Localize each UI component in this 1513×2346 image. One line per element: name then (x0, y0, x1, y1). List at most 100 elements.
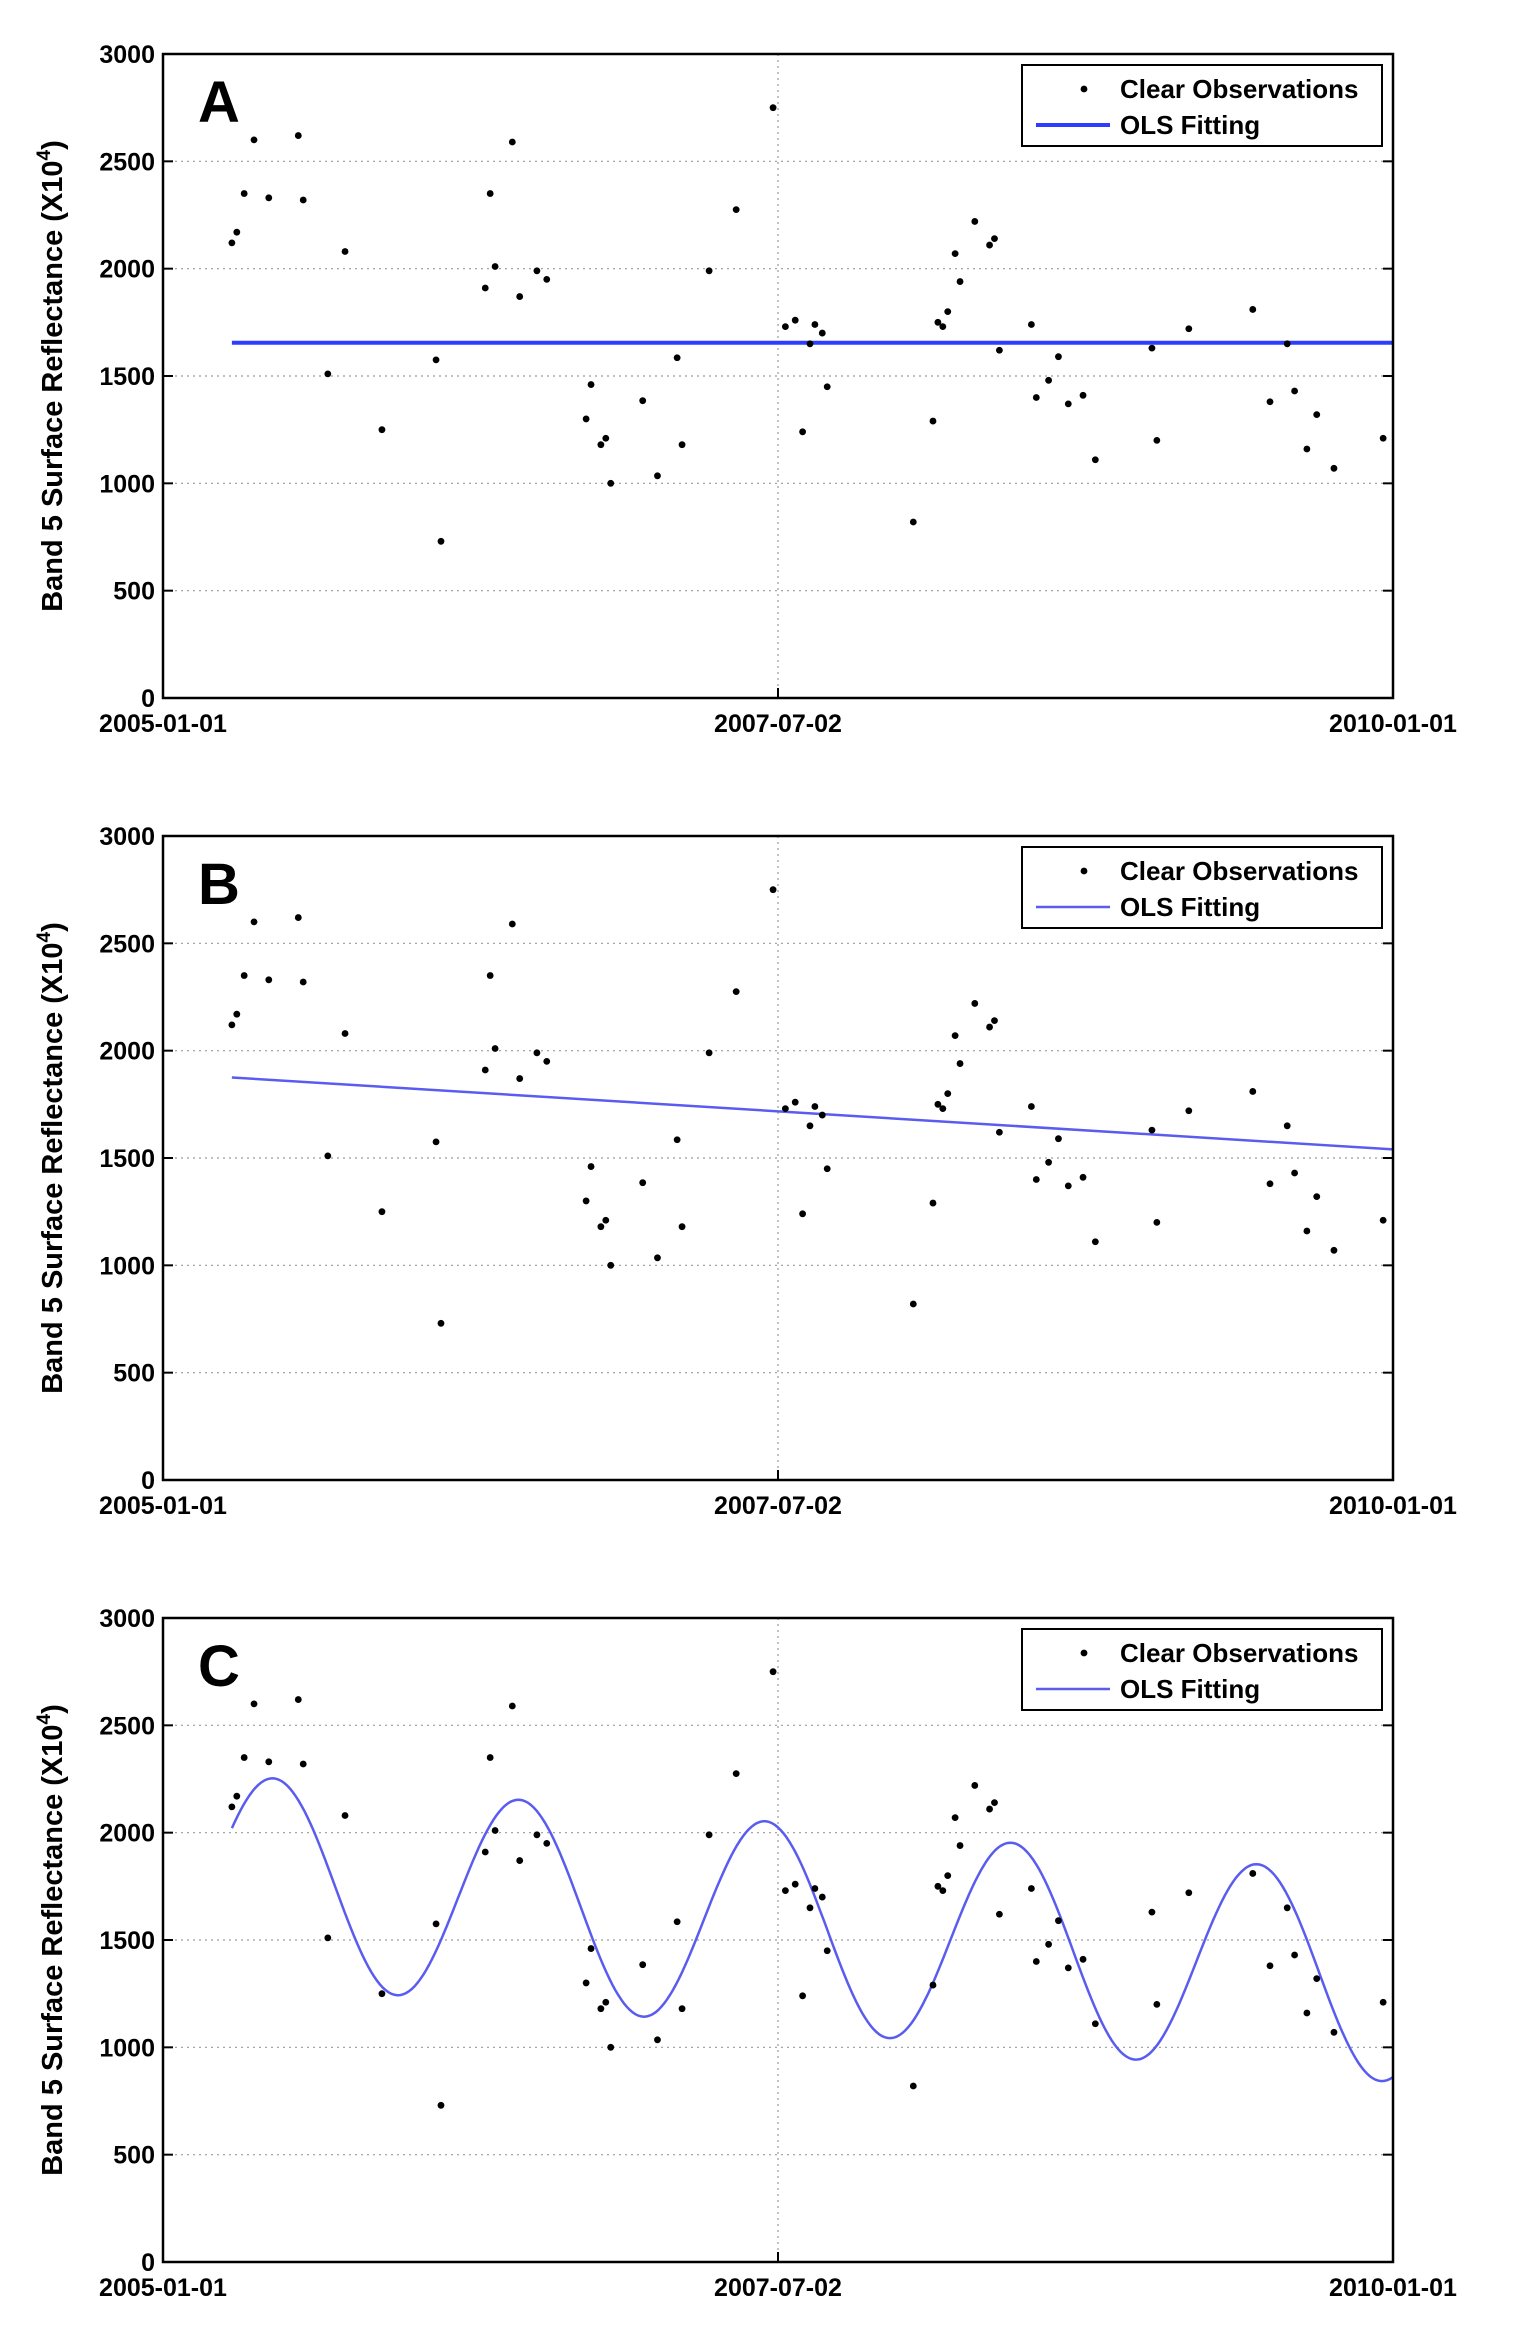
observation-point (806, 1122, 814, 1130)
legend-label-fit: OLS Fitting (1120, 1674, 1260, 1704)
observation-point (705, 1831, 713, 1839)
observation-point (791, 1880, 799, 1888)
observation-point (1027, 321, 1035, 328)
observation-point (1266, 398, 1274, 406)
chart-panel-b: 0 500 1000 1500 2000 2500 3000 2005-01-01 2007-0… (34, 823, 1457, 1520)
observation-point (486, 1754, 494, 1761)
observation-point (250, 918, 258, 926)
observation-point (705, 1049, 713, 1057)
observation-point (597, 2005, 605, 2013)
observation-point (607, 1261, 615, 1269)
observation-point (602, 434, 610, 442)
observation-point (533, 1831, 541, 1839)
observation-point (1303, 1227, 1311, 1235)
observation-point (934, 1100, 942, 1108)
observation-point (1079, 1173, 1087, 1181)
y-axis-title: Band 5 Surface Reflectance (X104) (34, 922, 69, 1394)
observation-point (986, 1805, 993, 1813)
observation-point (799, 1992, 806, 2000)
y-tick-label: 2000 (99, 1820, 155, 1848)
y-tick-label: 2500 (99, 930, 155, 958)
observation-point (233, 228, 241, 236)
observation-point (481, 1066, 489, 1074)
observation-point (939, 323, 947, 331)
observation-point (1291, 387, 1298, 395)
x-tick-label: 2010-01-01 (1329, 1492, 1457, 1520)
observation-point (1148, 1908, 1156, 1916)
observation-point (432, 356, 440, 364)
panel-c: 0 500 1000 1500 2000 2500 3000 2005-01-01 2007-0… (0, 1564, 1513, 2346)
observation-point (582, 415, 590, 423)
observation-point (1027, 1103, 1035, 1110)
y-tick-label: 3000 (99, 41, 155, 69)
observation-point (951, 1032, 959, 1040)
observation-point (811, 1103, 819, 1110)
grid-lines (163, 1618, 1393, 2262)
observation-point (956, 278, 964, 285)
observation-point (996, 346, 1003, 354)
observation-point (996, 1128, 1003, 1136)
observation-point (481, 1848, 489, 1856)
ols-fit-line (230, 1777, 1394, 2083)
observation-point (991, 1017, 998, 1025)
x-tick-label: 2005-01-01 (99, 2274, 227, 2302)
observation-point (1330, 464, 1338, 472)
observation-point (971, 1782, 979, 1789)
observation-point (1064, 400, 1072, 408)
y-tick-label: 500 (113, 2142, 155, 2170)
legend-box (1021, 64, 1383, 147)
observation-point (341, 1030, 349, 1037)
observation-point (991, 235, 998, 243)
observation-point (678, 441, 686, 449)
observation-point (1283, 340, 1291, 348)
observation-point (1303, 2009, 1311, 2017)
observation-point (1079, 1955, 1087, 1963)
observation-point (929, 1199, 937, 1207)
y-tick-label: 1500 (99, 1145, 155, 1173)
observation-point (602, 1998, 610, 2006)
observation-point (909, 1300, 917, 1308)
y-tick-label: 2000 (99, 1038, 155, 1066)
legend-label-observations: Clear Observations (1120, 1638, 1358, 1668)
observation-point (491, 1045, 499, 1052)
observation-point (265, 976, 273, 984)
observation-point (299, 196, 307, 204)
y-axis-title-text: Band 5 Surface Reflectance (X10 (37, 1724, 69, 2175)
observation-point (799, 1210, 806, 1218)
observation-point (1291, 1169, 1298, 1177)
observation-point (639, 397, 647, 405)
x-tick-label: 2010-01-01 (1329, 710, 1457, 738)
observation-point (1032, 1176, 1040, 1183)
observation-point (265, 1758, 273, 1766)
observation-point (1091, 2020, 1099, 2028)
plot-frame (161, 52, 1395, 700)
observation-point (1032, 394, 1040, 401)
chart-panel-a: 0 500 1000 1500 2000 2500 3000 2005-01-01 2007-0… (34, 41, 1457, 738)
observation-point (597, 1223, 605, 1231)
observation-point (929, 1981, 937, 1989)
legend-marker-observations (1080, 1649, 1088, 1657)
observation-point (294, 914, 302, 921)
observation-point (986, 241, 993, 249)
observation-point (294, 1696, 302, 1703)
observation-points (228, 104, 1387, 545)
observation-point (909, 2082, 917, 2090)
observation-point (1045, 1940, 1052, 1948)
legend: Clear Observations OLS Fitting (1021, 64, 1383, 147)
observation-point (341, 1812, 349, 1819)
observation-point (582, 1979, 590, 1987)
observation-point (823, 1165, 831, 1173)
observation-point (934, 318, 942, 326)
y-tick-label: 1500 (99, 1927, 155, 1955)
y-tick-label: 1500 (99, 363, 155, 391)
observation-point (654, 1254, 661, 1262)
observation-point (378, 1208, 386, 1216)
y-axis-title-close: ) (37, 1704, 69, 1714)
observation-point (678, 2005, 686, 2013)
observation-point (944, 308, 952, 315)
observation-point (432, 1920, 440, 1928)
observation-point (1266, 1180, 1274, 1188)
x-tick-label: 2010-01-01 (1329, 2274, 1457, 2302)
observation-point (607, 2043, 615, 2051)
grid-lines (163, 54, 1393, 698)
